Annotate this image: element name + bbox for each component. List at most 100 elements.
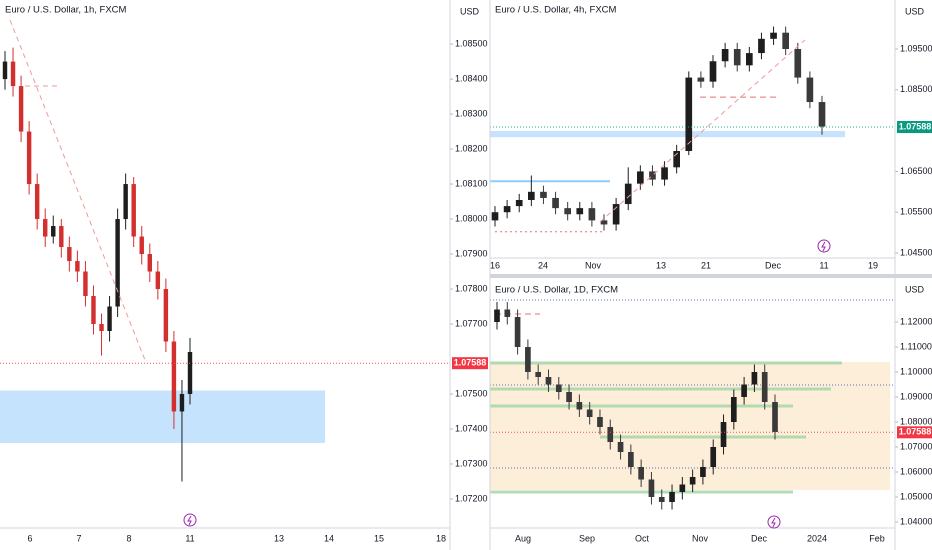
candle-body bbox=[155, 271, 161, 290]
candle-body bbox=[721, 49, 729, 62]
y-tick-label: 1.08500 bbox=[455, 38, 488, 48]
candle-body bbox=[67, 247, 72, 262]
candle-body bbox=[503, 206, 511, 213]
candle-body bbox=[588, 208, 596, 221]
x-tick-label: Dec bbox=[765, 260, 782, 270]
candle-body bbox=[617, 442, 624, 452]
candle-body bbox=[115, 219, 120, 307]
y-tick-label: 1.05000 bbox=[900, 491, 932, 501]
candle-body bbox=[624, 183, 632, 205]
candle-body bbox=[34, 184, 40, 220]
candle-body bbox=[179, 393, 185, 412]
y-tick-label: 1.11000 bbox=[900, 341, 932, 351]
candle-body bbox=[540, 191, 547, 198]
candle-body bbox=[597, 417, 603, 427]
candle-body bbox=[26, 131, 32, 185]
x-tick-label: 14 bbox=[324, 533, 334, 543]
candle-body bbox=[2, 61, 8, 80]
candle-body bbox=[43, 219, 48, 237]
candle-body bbox=[700, 467, 706, 477]
x-tick-label: 2024 bbox=[807, 533, 827, 543]
y-tick-label: 1.12000 bbox=[900, 316, 932, 326]
replay-icon[interactable] bbox=[817, 239, 831, 253]
replay-icon[interactable] bbox=[767, 515, 781, 529]
y-tick-label: 1.07200 bbox=[455, 493, 488, 503]
y-tick-label: 1.08400 bbox=[455, 73, 488, 83]
chart-title: Euro / U.S. Dollar, 4h, FXCM bbox=[495, 5, 617, 16]
y-tick-label: 1.04500 bbox=[900, 247, 932, 257]
x-tick-label: Oct bbox=[635, 533, 650, 543]
candle-body bbox=[10, 61, 16, 87]
currency-label: USD bbox=[460, 6, 480, 16]
x-tick-label: Aug bbox=[515, 533, 531, 543]
zone bbox=[490, 387, 831, 391]
trend-line bbox=[599, 39, 806, 223]
candle-body bbox=[171, 341, 177, 412]
x-tick-label: Sep bbox=[579, 533, 595, 543]
candle-body bbox=[758, 38, 765, 54]
x-tick-label: 6 bbox=[27, 533, 32, 543]
candle-body bbox=[147, 254, 152, 272]
candle-body bbox=[514, 317, 521, 347]
zone bbox=[490, 361, 842, 365]
candle-body bbox=[515, 199, 523, 207]
candle-body bbox=[187, 352, 193, 394]
y-tick-label: 1.07300 bbox=[455, 458, 488, 468]
x-tick-label: 16 bbox=[490, 260, 500, 270]
y-tick-label: 1.07400 bbox=[455, 423, 488, 433]
last-price-label: 1.07588 bbox=[454, 358, 487, 368]
candle-body bbox=[709, 61, 717, 82]
candle-body bbox=[638, 467, 644, 480]
y-tick-label: 1.08000 bbox=[455, 213, 488, 223]
candle-body bbox=[685, 77, 693, 152]
zone bbox=[490, 490, 793, 494]
last-price-label: 1.07588 bbox=[899, 427, 932, 437]
candle-body bbox=[697, 77, 705, 82]
candle-body bbox=[525, 347, 531, 372]
last-price-tag bbox=[897, 121, 932, 134]
y-tick-label: 1.07700 bbox=[455, 318, 488, 328]
candle-body bbox=[612, 204, 620, 225]
y-tick-label: 1.08000 bbox=[900, 416, 932, 426]
y-tick-label: 1.07800 bbox=[455, 283, 488, 293]
currency-label: USD bbox=[905, 6, 925, 16]
x-tick-label: 15 bbox=[374, 533, 384, 543]
candle-body bbox=[782, 32, 789, 50]
candle-body bbox=[576, 208, 584, 215]
candle-body bbox=[586, 409, 593, 417]
candle-body bbox=[661, 167, 668, 180]
candle-body bbox=[564, 208, 571, 215]
candle-body bbox=[720, 422, 727, 447]
x-tick-label: Feb bbox=[869, 533, 885, 543]
x-tick-label: 13 bbox=[656, 260, 666, 270]
last-price-tag bbox=[452, 357, 488, 370]
x-tick-label: 7 bbox=[76, 533, 81, 543]
y-tick-label: 1.05500 bbox=[900, 207, 932, 217]
x-tick-label: Nov bbox=[692, 533, 709, 543]
candle-body bbox=[107, 306, 112, 332]
candle-body bbox=[566, 392, 572, 402]
candle-body bbox=[59, 226, 64, 248]
candle-body bbox=[761, 372, 768, 402]
x-tick-label: 18 bbox=[436, 533, 446, 543]
replay-icon[interactable] bbox=[183, 513, 197, 527]
candle-body bbox=[746, 53, 753, 66]
candle-body bbox=[637, 171, 644, 184]
zone bbox=[490, 404, 793, 408]
x-tick-label: 24 bbox=[538, 260, 548, 270]
candle-body bbox=[794, 49, 802, 78]
x-tick-label: 13 bbox=[274, 533, 284, 543]
candle-body bbox=[163, 289, 169, 342]
candle-body bbox=[139, 236, 144, 255]
candle-body bbox=[710, 447, 717, 467]
candle-body bbox=[741, 384, 747, 397]
y-tick-label: 1.08300 bbox=[455, 108, 488, 118]
candle-body bbox=[555, 384, 562, 392]
x-tick-label: Dec bbox=[751, 533, 768, 543]
chart-title: Euro / U.S. Dollar, 1D, FXCM bbox=[495, 285, 618, 296]
candle-body bbox=[772, 402, 778, 432]
x-tick-label: 11 bbox=[819, 260, 828, 270]
candle-body bbox=[91, 296, 96, 325]
y-tick-label: 1.08500 bbox=[900, 84, 932, 94]
